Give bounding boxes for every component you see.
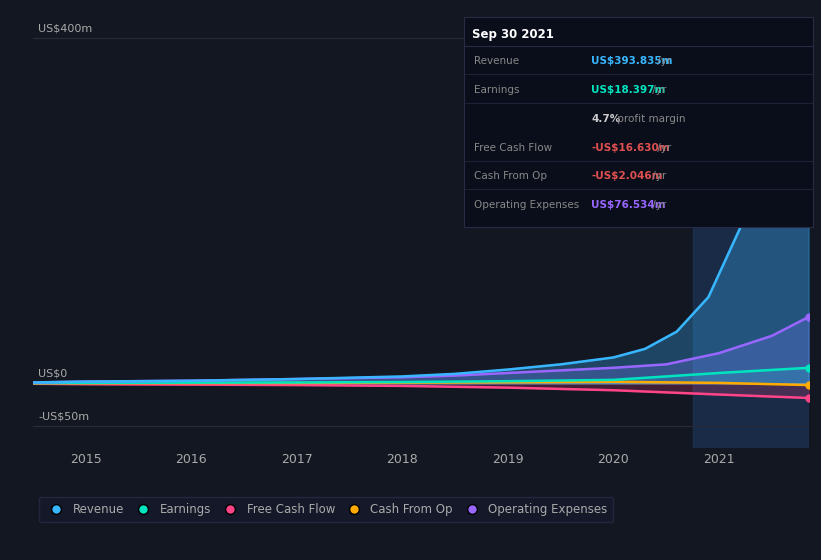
Text: -US$16.630m: -US$16.630m bbox=[591, 143, 670, 153]
Legend: Revenue, Earnings, Free Cash Flow, Cash From Op, Operating Expenses: Revenue, Earnings, Free Cash Flow, Cash … bbox=[39, 497, 613, 522]
Text: /yr: /yr bbox=[649, 85, 666, 95]
Text: Free Cash Flow: Free Cash Flow bbox=[474, 143, 552, 153]
Text: US$18.397m: US$18.397m bbox=[591, 85, 666, 95]
Text: profit margin: profit margin bbox=[614, 114, 686, 124]
Text: US$0: US$0 bbox=[38, 368, 67, 378]
Text: Earnings: Earnings bbox=[474, 85, 519, 95]
Text: /yr: /yr bbox=[654, 57, 672, 67]
Text: -US$2.046m: -US$2.046m bbox=[591, 171, 663, 181]
Text: Operating Expenses: Operating Expenses bbox=[474, 200, 579, 210]
Text: /yr: /yr bbox=[654, 143, 672, 153]
Text: 4.7%: 4.7% bbox=[591, 114, 621, 124]
Text: Revenue: Revenue bbox=[474, 57, 519, 67]
Text: US$393.835m: US$393.835m bbox=[591, 57, 672, 67]
Bar bbox=[693, 17, 809, 448]
Text: -US$50m: -US$50m bbox=[38, 411, 89, 421]
Text: US$400m: US$400m bbox=[38, 23, 93, 33]
Text: US$76.534m: US$76.534m bbox=[591, 200, 666, 210]
Text: /yr: /yr bbox=[649, 200, 666, 210]
Text: /yr: /yr bbox=[649, 171, 666, 181]
Text: Cash From Op: Cash From Op bbox=[474, 171, 547, 181]
Text: Sep 30 2021: Sep 30 2021 bbox=[472, 27, 554, 40]
